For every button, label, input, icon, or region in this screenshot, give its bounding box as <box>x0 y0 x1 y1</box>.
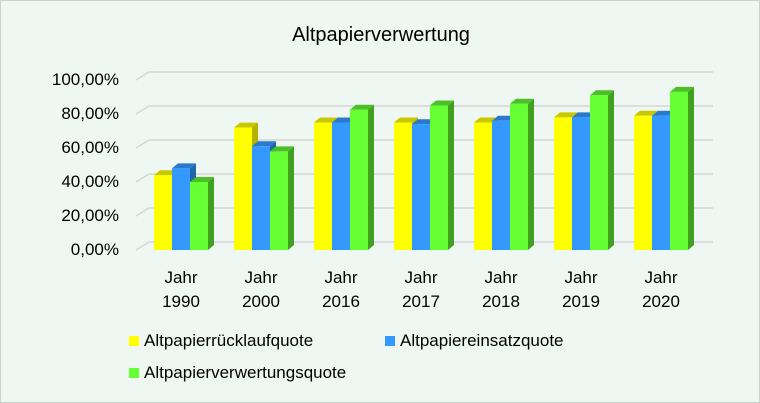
bar <box>252 146 270 250</box>
x-tick-label: Jahr <box>324 268 357 287</box>
x-tick-label: 2020 <box>642 292 680 311</box>
bar-top <box>510 98 534 104</box>
bar-top <box>634 110 658 116</box>
bar <box>510 103 528 250</box>
bar-top <box>270 146 294 152</box>
gridline-depth <box>135 173 150 183</box>
gridline-depth <box>135 105 150 115</box>
legend-label: Altpapiereinsatzquote <box>400 331 564 350</box>
gridline-depth <box>135 241 150 251</box>
bar-side <box>688 86 694 251</box>
bar <box>430 105 448 250</box>
bar <box>270 151 288 250</box>
bar-top <box>430 100 454 106</box>
bar-top <box>590 90 614 96</box>
bar <box>554 117 572 251</box>
gridline-depth <box>135 71 150 81</box>
y-tick-label: 80,00% <box>61 104 119 123</box>
bar <box>154 175 172 250</box>
bar-side <box>528 98 534 250</box>
x-tick-label: 2019 <box>562 292 600 311</box>
bar-top <box>350 104 374 110</box>
bar-side <box>208 177 214 250</box>
gridline-depth <box>135 207 150 217</box>
legend-swatch <box>129 336 139 346</box>
x-tick-label: Jahr <box>404 268 437 287</box>
y-tick-label: 60,00% <box>61 138 119 157</box>
y-tick-label: 40,00% <box>61 172 119 191</box>
x-tick-label: Jahr <box>164 268 197 287</box>
bar-top <box>190 177 214 182</box>
bar-side <box>448 100 454 250</box>
legend-swatch <box>129 368 139 378</box>
bar <box>172 168 190 250</box>
bar-top <box>670 86 694 92</box>
bar-top <box>394 117 418 123</box>
bar <box>572 117 590 251</box>
x-tick-label: 2000 <box>242 292 280 311</box>
bar-top <box>554 112 578 118</box>
bar <box>652 115 670 250</box>
y-tick-label: 100,00% <box>52 70 119 89</box>
bar <box>394 122 412 250</box>
x-tick-label: Jahr <box>644 268 677 287</box>
gridline-depth <box>135 139 150 149</box>
bar <box>474 122 492 250</box>
x-tick-label: 1990 <box>162 292 200 311</box>
bar <box>332 122 350 250</box>
x-tick-label: 2018 <box>482 292 520 311</box>
bar-side <box>368 104 374 250</box>
y-tick-label: 0,00% <box>71 240 119 259</box>
bar-top <box>172 163 196 169</box>
bar-side <box>288 146 294 250</box>
bar <box>634 115 652 250</box>
bar <box>190 182 208 250</box>
legend-swatch <box>385 336 395 346</box>
legend-label: Altpapierrücklaufquote <box>144 331 313 350</box>
x-tick-label: Jahr <box>484 268 517 287</box>
bar <box>234 127 252 250</box>
bar-top <box>234 122 258 128</box>
bar-top <box>314 117 338 123</box>
bar <box>314 122 332 250</box>
legend-label: Altpapierverwertungsquote <box>144 363 346 382</box>
x-tick-label: Jahr <box>244 268 277 287</box>
bar-top <box>252 141 276 147</box>
x-tick-label: 2016 <box>322 292 360 311</box>
bar <box>492 120 510 250</box>
chart-title: Altpapierverwertung <box>292 24 470 46</box>
y-tick-label: 20,00% <box>61 206 119 225</box>
bar <box>670 91 688 251</box>
x-tick-label: Jahr <box>564 268 597 287</box>
bar <box>350 109 368 250</box>
bar <box>412 124 430 250</box>
bar-side <box>608 90 614 250</box>
bar <box>590 95 608 250</box>
x-tick-label: 2017 <box>402 292 440 311</box>
